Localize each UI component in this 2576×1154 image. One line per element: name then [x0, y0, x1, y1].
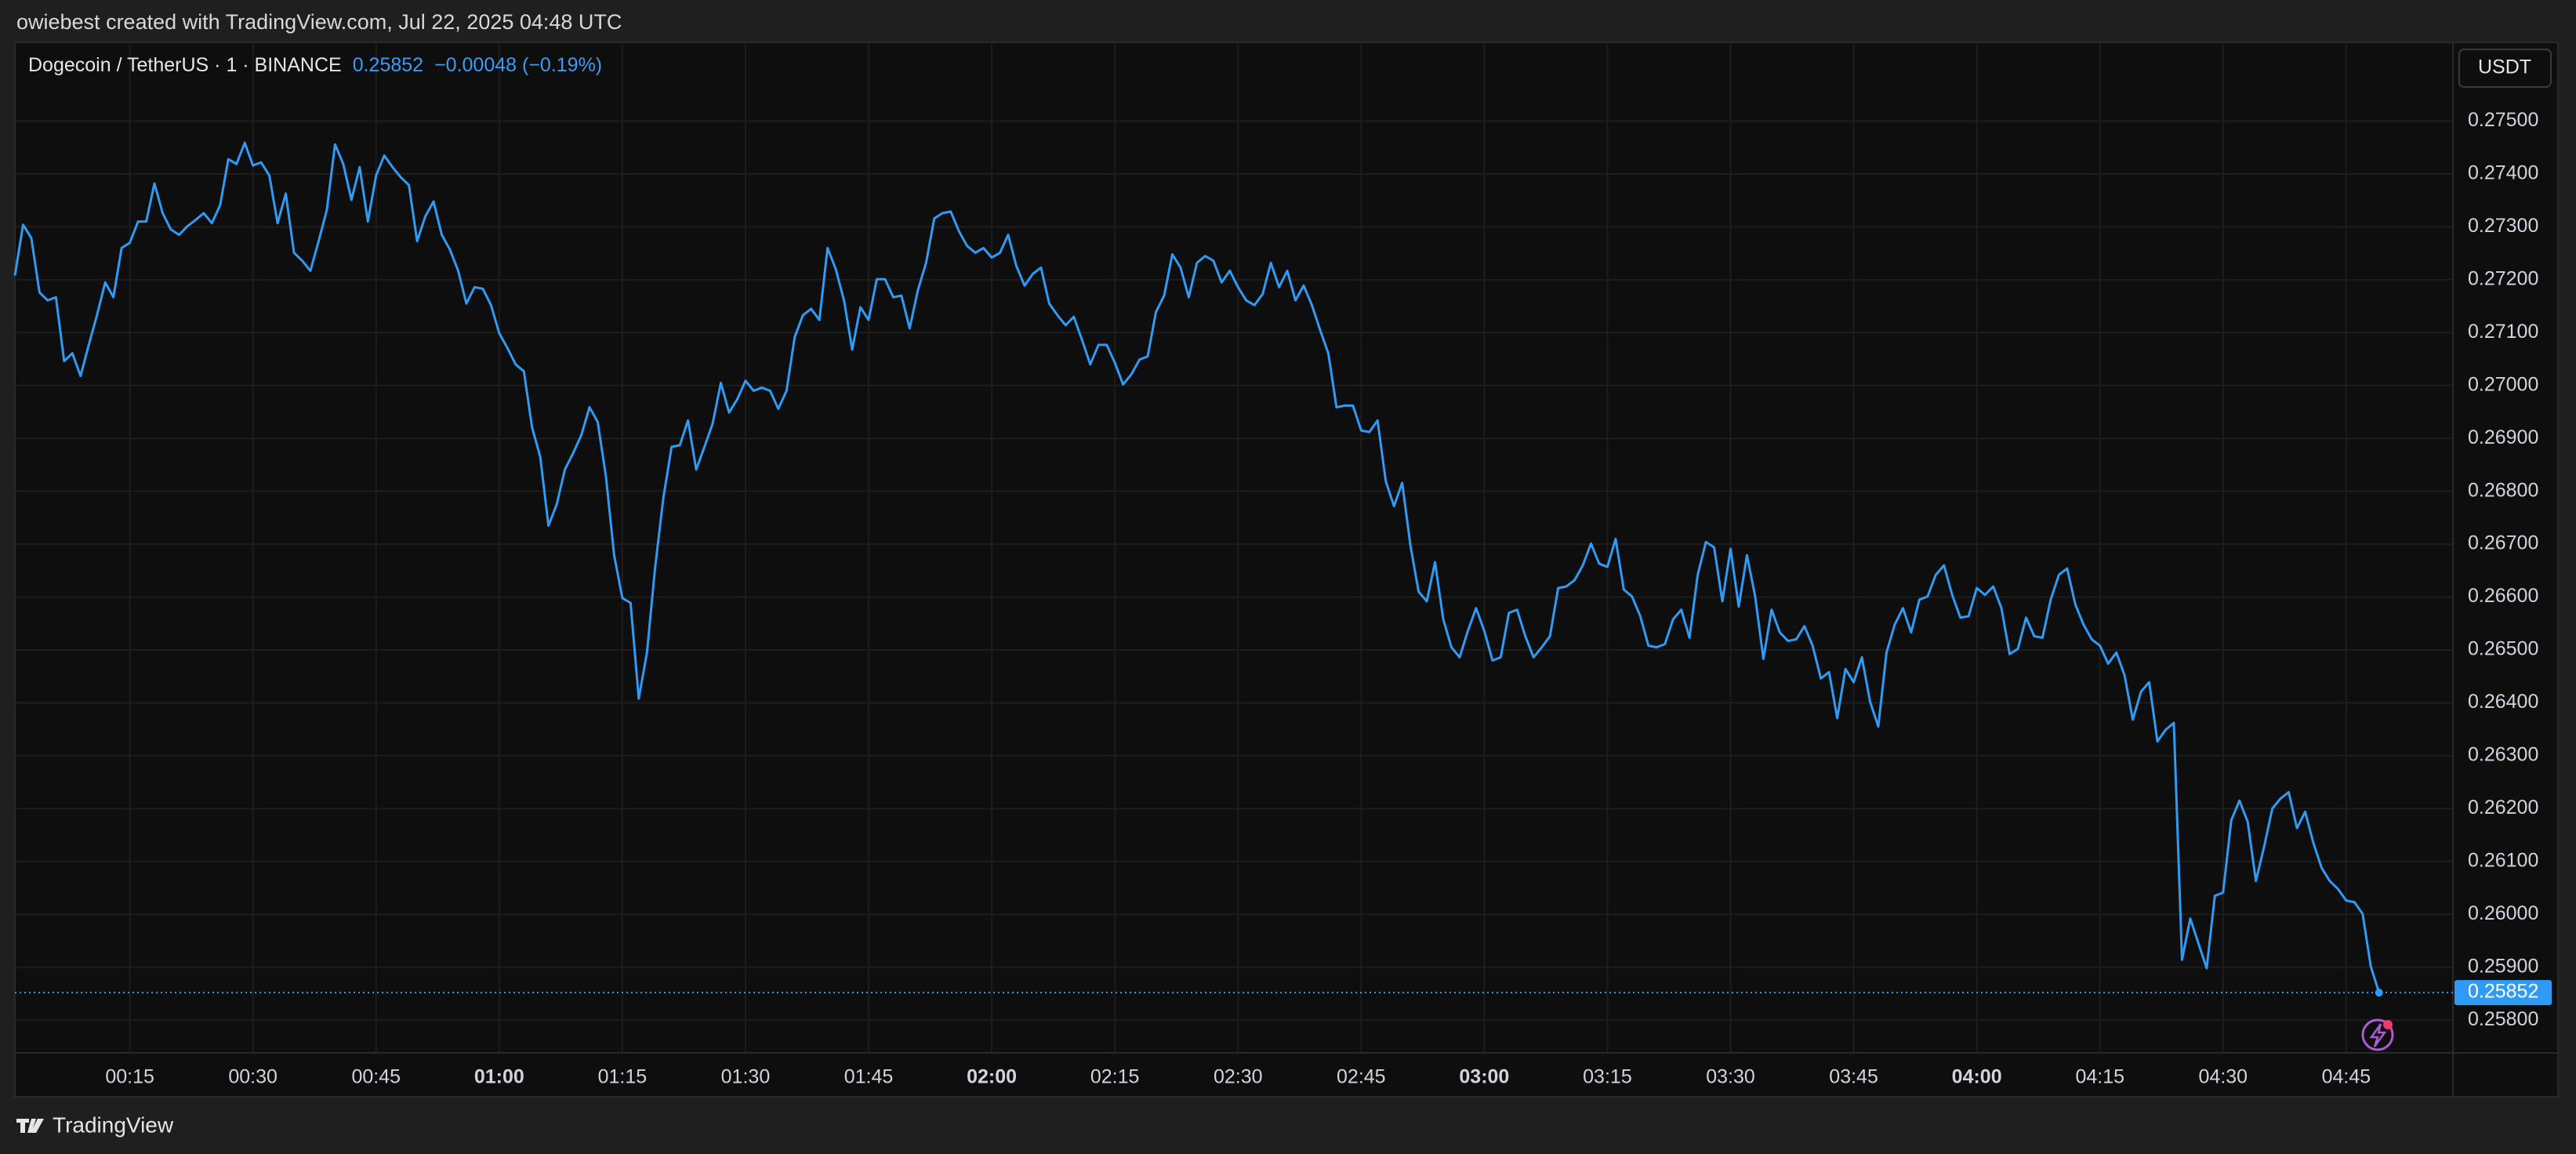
x-tick-label: 02:15 — [1090, 1066, 1140, 1088]
currency-button[interactable] — [2458, 49, 2552, 88]
last-price-tag — [2454, 980, 2552, 1006]
icon-badge[interactable] — [2383, 1020, 2393, 1029]
legend: Dogecoin / TetherUS · 1 · BINANCE 0.25852… — [28, 54, 602, 76]
lightning-icon[interactable] — [2361, 1018, 2394, 1051]
y-tick-label: 0.26500 — [2468, 638, 2538, 660]
legend-price: 0.25852 — [353, 54, 423, 76]
x-tick-label: 03:15 — [1583, 1066, 1632, 1088]
brand: TradingView — [16, 1112, 174, 1137]
x-tick-label: 01:30 — [721, 1066, 771, 1088]
chart-panel — [14, 42, 2559, 1098]
x-tick-label: 03:45 — [1829, 1066, 1878, 1088]
x-tick-label: 04:15 — [2075, 1066, 2124, 1088]
x-tick-label: 00:45 — [351, 1066, 401, 1088]
plot — [13, 141, 2453, 997]
y-tick-label: 0.26400 — [2468, 691, 2538, 713]
y-tick-label: 0.26800 — [2468, 479, 2538, 501]
x-tick-label: 00:15 — [105, 1066, 154, 1088]
x-tick-label: 02:00 — [967, 1066, 1017, 1088]
y-tick-label: 0.26900 — [2468, 426, 2538, 448]
y-tick-label: 0.25900 — [2468, 955, 2538, 977]
last-price-label: 0.25852 — [2468, 981, 2538, 1003]
x-tick-label: 03:30 — [1706, 1066, 1755, 1088]
symbol: Dogecoin / TetherUS · 1 · BINANCE — [28, 54, 342, 76]
y-tick-label: 0.27200 — [2468, 267, 2538, 289]
icon-ring[interactable] — [2361, 1018, 2394, 1051]
header: owiebest created with TradingView.com, J… — [16, 10, 622, 34]
y-tick-label: 0.26700 — [2468, 532, 2538, 554]
y-tick-label: 0.26000 — [2468, 902, 2538, 924]
x-tick-label: 04:45 — [2322, 1066, 2371, 1088]
y-tick-label: 0.27500 — [2468, 109, 2538, 131]
x-tick-label: 00:30 — [228, 1066, 278, 1088]
y-tick-label: 0.27000 — [2468, 373, 2538, 395]
y-tick-label: 0.27100 — [2468, 321, 2538, 343]
currency[interactable]: USDT — [2478, 56, 2531, 78]
x-tick-label: 03:00 — [1459, 1066, 1509, 1088]
x-tick-label: 04:30 — [2199, 1066, 2248, 1088]
x-tick-label: 01:00 — [474, 1066, 524, 1088]
price-line — [13, 141, 2381, 993]
x-tick-label: 01:45 — [844, 1066, 894, 1088]
brand-name: TradingView — [53, 1112, 174, 1137]
x-tick-label: 04:00 — [1952, 1066, 2002, 1088]
brand-logo — [16, 1119, 44, 1133]
y-tick-label: 0.25800 — [2468, 1008, 2538, 1030]
x-tick-label: 02:30 — [1214, 1066, 1263, 1088]
x-tick-label: 01:15 — [598, 1066, 648, 1088]
y-tick-label: 0.26300 — [2468, 744, 2538, 766]
last-point — [2375, 989, 2383, 997]
y-tick-label: 0.27300 — [2468, 215, 2538, 237]
x-tick-label: 02:45 — [1337, 1066, 1386, 1088]
y-tick-label: 0.26100 — [2468, 849, 2538, 871]
icon-bolt[interactable] — [2369, 1023, 2387, 1047]
y-tick-label: 0.26200 — [2468, 797, 2538, 818]
legend-change: −0.00048 (−0.19%) — [434, 54, 602, 76]
y-tick-label: 0.27400 — [2468, 162, 2538, 184]
y-tick-label: 0.26600 — [2468, 585, 2538, 607]
